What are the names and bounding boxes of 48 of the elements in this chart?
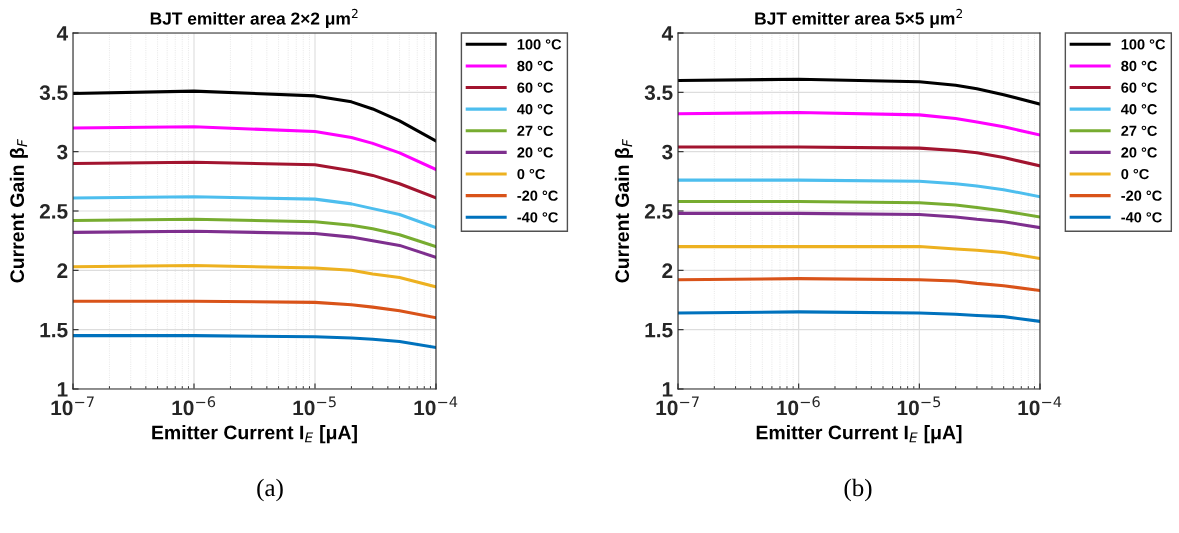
y-tick-label: 3.5 xyxy=(644,85,673,101)
x-tick-label: 10$^{−6}$ xyxy=(777,396,820,416)
y-tick-label: 3 xyxy=(662,144,673,160)
legend-label: 27 °C xyxy=(1121,125,1157,137)
y-tick-label: 1 xyxy=(57,382,68,397)
chart-title: BJT emitter area 5×5 μm$^{2}$ xyxy=(755,8,963,29)
legend-label: -40 °C xyxy=(517,212,558,223)
y-tick-label: 2 xyxy=(57,263,68,278)
y-tick-label: 1.5 xyxy=(40,322,68,338)
legend-label: 60 °C xyxy=(517,82,554,93)
y-tick-label: 4 xyxy=(661,26,674,41)
x-tick-label: 10$^{−4}$ xyxy=(1018,396,1062,416)
legend-label: 100 °C xyxy=(517,39,562,50)
legend-label: 20 °C xyxy=(1121,147,1157,158)
text: (a) xyxy=(257,478,283,502)
legend-label: 60 °C xyxy=(1121,82,1157,93)
legend-label: 40 °C xyxy=(1120,104,1157,115)
x-tick-label: 10$^{−7}$ xyxy=(51,396,94,416)
y-tick-label: 4 xyxy=(56,26,69,41)
y-tick-label: 3 xyxy=(57,144,68,160)
text: (b) xyxy=(844,478,872,502)
x-tick-label: 10$^{−7}$ xyxy=(656,396,699,416)
legend-label: 27 °C xyxy=(517,125,554,137)
legend-label: 0 °C xyxy=(1121,168,1149,180)
legend-label: 40 °C xyxy=(517,104,554,115)
x-tick-label: 10$^{−5}$ xyxy=(293,396,336,416)
legend-label: 80 °C xyxy=(1121,60,1157,72)
chart-title: BJT emitter area 2×2 μm$^{2}$ xyxy=(150,8,358,29)
y-tick-label: 2 xyxy=(662,263,673,278)
x-tick-label: 10$^{−4}$ xyxy=(414,396,458,416)
legend-label: -20 °C xyxy=(1121,190,1162,201)
y-tick-label: 2.5 xyxy=(644,204,673,219)
y-tick-label: 2.5 xyxy=(39,204,68,219)
legend-label: -20 °C xyxy=(517,190,558,201)
legend-label: -40 °C xyxy=(1121,212,1162,223)
legend-label: 100 °C xyxy=(1121,39,1166,50)
x-tick-label: 10$^{−6}$ xyxy=(172,396,216,416)
legend-label: 20 °C xyxy=(517,147,554,158)
x-axis-title: Emitter Current I$_{E}$ [μA] xyxy=(152,425,357,444)
x-tick-label: 10$^{−5}$ xyxy=(897,396,941,416)
y-axis-title: Current Gain β$_{F}$ xyxy=(9,139,28,283)
y-tick-label: 3.5 xyxy=(39,85,68,101)
y-tick-label: 1 xyxy=(662,382,673,397)
x-axis-title: Emitter Current I$_{E}$ [μA] xyxy=(756,425,962,444)
y-tick-label: 1.5 xyxy=(645,322,673,338)
y-axis-title: Current Gain β$_{F}$ xyxy=(614,139,633,283)
legend-label: 80 °C xyxy=(517,60,554,72)
legend-label: 0 °C xyxy=(517,168,545,180)
